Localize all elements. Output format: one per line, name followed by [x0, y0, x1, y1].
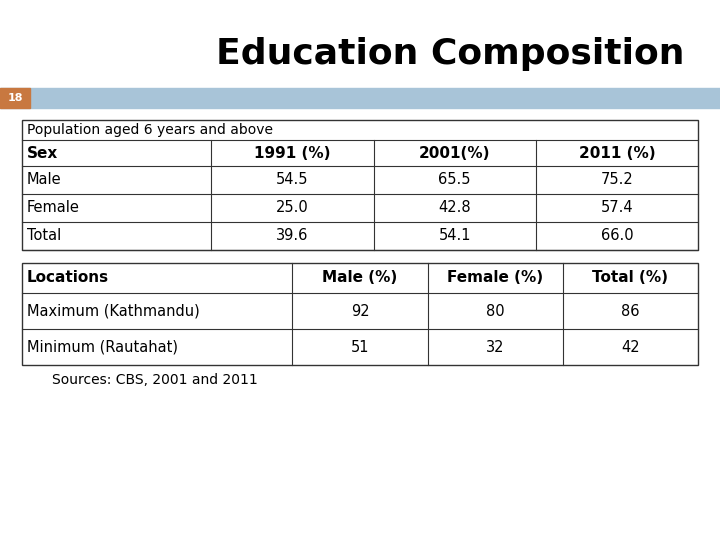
Bar — [22, 263, 698, 365]
Text: 18: 18 — [7, 93, 23, 103]
Bar — [22, 120, 698, 250]
Text: 2011 (%): 2011 (%) — [579, 145, 655, 160]
Text: 2001(%): 2001(%) — [419, 145, 490, 160]
Text: 32: 32 — [486, 340, 505, 354]
Text: Maximum (Kathmandu): Maximum (Kathmandu) — [27, 303, 199, 319]
Text: Population aged 6 years and above: Population aged 6 years and above — [27, 123, 273, 137]
Text: Male: Male — [27, 172, 62, 187]
Text: 57.4: 57.4 — [600, 200, 633, 215]
Text: 65.5: 65.5 — [438, 172, 471, 187]
Text: 54.5: 54.5 — [276, 172, 309, 187]
Text: 25.0: 25.0 — [276, 200, 309, 215]
Text: Female: Female — [27, 200, 80, 215]
Text: Minimum (Rautahat): Minimum (Rautahat) — [27, 340, 178, 354]
Text: 39.6: 39.6 — [276, 228, 309, 244]
Text: 66.0: 66.0 — [600, 228, 633, 244]
Bar — [0, 88, 30, 108]
Text: 42: 42 — [621, 340, 639, 354]
Text: 42.8: 42.8 — [438, 200, 471, 215]
Text: 86: 86 — [621, 303, 639, 319]
Text: Locations: Locations — [27, 271, 109, 286]
Text: Education Composition: Education Composition — [216, 37, 684, 71]
Text: 92: 92 — [351, 303, 369, 319]
Text: 1991 (%): 1991 (%) — [254, 145, 330, 160]
Text: 75.2: 75.2 — [600, 172, 634, 187]
Text: Total (%): Total (%) — [593, 271, 668, 286]
Text: 51: 51 — [351, 340, 369, 354]
Text: Male (%): Male (%) — [323, 271, 397, 286]
Bar — [0, 88, 720, 108]
Text: Sources: CBS, 2001 and 2011: Sources: CBS, 2001 and 2011 — [52, 373, 258, 387]
Text: Total: Total — [27, 228, 61, 244]
Text: Sex: Sex — [27, 145, 58, 160]
Text: 80: 80 — [486, 303, 505, 319]
Text: 54.1: 54.1 — [438, 228, 471, 244]
Text: Female (%): Female (%) — [447, 271, 544, 286]
